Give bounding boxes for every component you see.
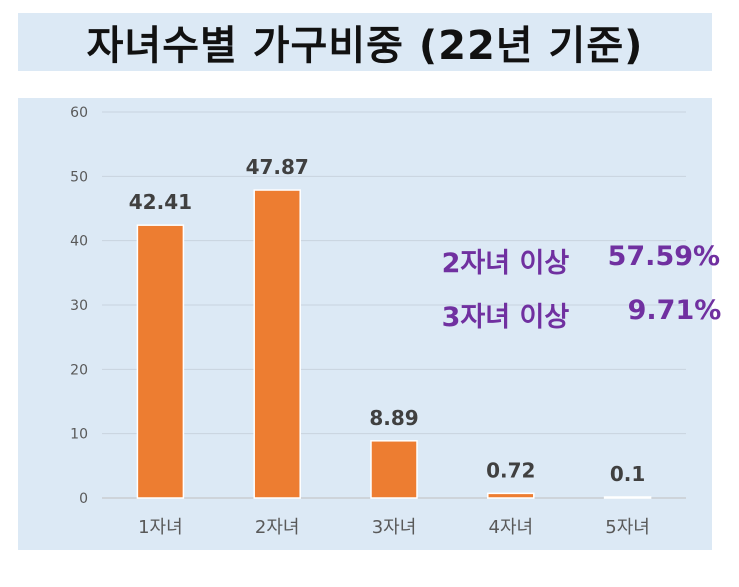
- annotation-two-plus-label: 2자녀 이상: [441, 248, 570, 279]
- annotation-two-plus: 2자녀 이상: [404, 210, 570, 311]
- page-title: 자녀수별 가구비중 (22년 기준): [86, 23, 644, 69]
- annotation-three-plus-label: 3자녀 이상: [441, 302, 570, 333]
- bar: [253, 189, 301, 499]
- annotation-three-plus-value-box: 9.71%: [590, 264, 722, 357]
- annotation-two-plus-value-box: 57.59%: [570, 210, 720, 303]
- category-label: 2자녀: [255, 517, 300, 538]
- chart-area: 0 10 20 30 40 50 60 42.41 1자녀 47.87 2자녀 8.89 3자녀 0.72…: [18, 98, 721, 550]
- bar-chart: 0 10 20 30 40 50 60 42.41 1자녀 47.87 2자녀 8.89 3자녀 0.72…: [70, 105, 686, 538]
- data-label: 0.72: [486, 458, 535, 482]
- y-tick-label: 0: [79, 491, 88, 507]
- category-label: 4자녀: [489, 517, 534, 538]
- y-tick-label: 30: [70, 298, 88, 314]
- bar: [487, 492, 535, 499]
- data-label: 0.1: [610, 462, 645, 486]
- bar: [136, 224, 185, 499]
- annotation-three-plus-value: 9.71%: [627, 295, 722, 326]
- y-tick-label: 10: [70, 427, 88, 443]
- category-label: 5자녀: [605, 517, 650, 538]
- y-tick-label: 20: [70, 362, 88, 378]
- title-banner: 자녀수별 가구비중 (22년 기준): [18, 13, 712, 71]
- bar: [603, 496, 652, 499]
- bar: [370, 440, 418, 499]
- data-label: 8.89: [369, 406, 418, 430]
- y-tick-label: 60: [70, 105, 88, 121]
- data-label: 42.41: [129, 190, 192, 214]
- annotation-three-plus: 3자녀 이상: [404, 264, 570, 365]
- y-tick-label: 40: [70, 234, 88, 250]
- category-label: 1자녀: [138, 517, 183, 538]
- y-tick-label: 50: [70, 169, 88, 185]
- category-label: 3자녀: [372, 517, 417, 538]
- annotation-two-plus-value: 57.59%: [607, 241, 721, 272]
- data-label: 47.87: [246, 155, 309, 179]
